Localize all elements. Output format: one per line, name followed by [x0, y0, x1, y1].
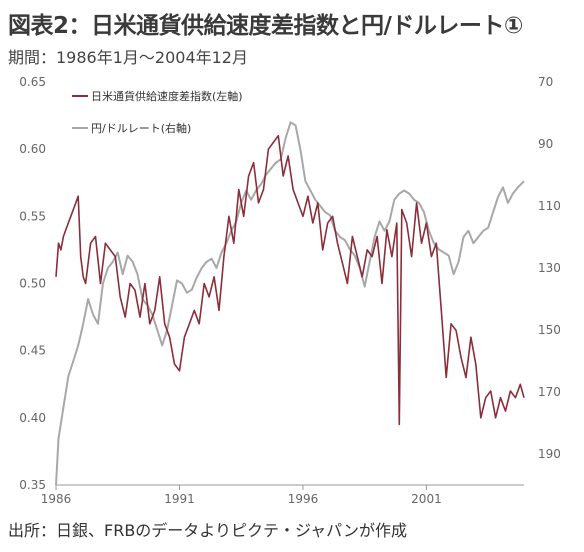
left-tick-label-6: 0.35 [19, 478, 46, 492]
legend-label-yen: 円/ドルレート(右軸) [91, 121, 191, 135]
right-tick-label-5: 170 [538, 385, 561, 399]
left-axis-ticks: 0.65 0.60 0.55 0.50 0.45 0.40 0.35 [19, 75, 46, 492]
right-tick-label-0: 70 [538, 75, 553, 89]
right-tick-label-2: 110 [538, 199, 561, 213]
legend: 日米通貨供給速度差指数(左軸) 円/ドルレート(右軸) [72, 89, 243, 135]
x-tick-label-2: 1996 [288, 492, 319, 506]
x-tick-label-3: 2001 [411, 492, 442, 506]
series-layer [55, 121, 525, 486]
chart-subtitle: 期間：1986年1月～2004年12月 [8, 48, 248, 67]
x-axis-ticks: 1986 1991 1996 2001 [41, 485, 442, 506]
legend-label-spread: 日米通貨供給速度差指数(左軸) [91, 89, 243, 103]
left-tick-label-3: 0.50 [19, 277, 46, 291]
x-tick-label-1: 1991 [164, 492, 195, 506]
left-tick-label-4: 0.45 [19, 344, 46, 358]
left-tick-label-2: 0.55 [19, 209, 46, 223]
left-tick-label-1: 0.60 [19, 142, 46, 156]
x-tick-label-0: 1986 [41, 492, 72, 506]
right-tick-label-3: 130 [538, 261, 561, 275]
right-tick-label-1: 90 [538, 137, 553, 151]
source-note: 出所：日銀、FRBのデータよりピクテ・ジャパンが作成 [8, 521, 407, 540]
right-axis-ticks: 70 90 110 130 150 170 190 [538, 75, 561, 461]
series-line-yen-dollar [55, 121, 525, 486]
series-line-money-supply-spread [55, 134, 525, 426]
chart-title: 図表2：日米通貨供給速度差指数と円/ドルレート① [8, 13, 523, 39]
right-tick-label-6: 190 [538, 447, 561, 461]
right-tick-label-4: 150 [538, 323, 561, 337]
left-tick-label-0: 0.65 [19, 75, 46, 89]
left-tick-label-5: 0.40 [19, 411, 46, 425]
